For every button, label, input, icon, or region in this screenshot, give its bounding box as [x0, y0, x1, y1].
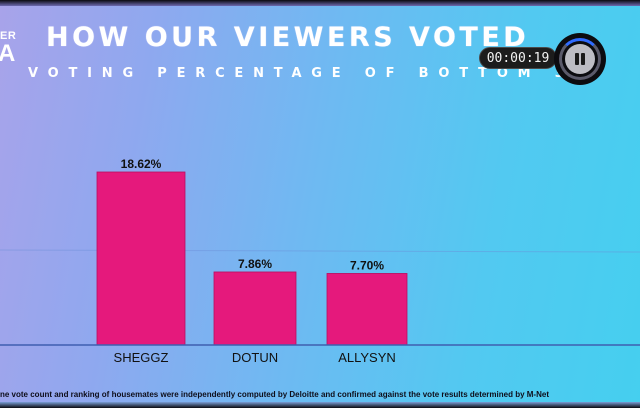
show-logo-main: A: [0, 40, 16, 67]
pause-button[interactable]: [554, 33, 606, 85]
bar-allysyn: [326, 273, 408, 346]
category-label-dotun: DOTUN: [232, 350, 278, 365]
progress-ring: [559, 38, 601, 80]
show-logo-top: ER: [0, 30, 17, 42]
pause-icon-bar-left: [575, 53, 579, 65]
category-label-sheggz: SHEGGZ: [114, 350, 169, 365]
screen-bezel-bottom: [0, 402, 640, 408]
bars-layer: 18.62% 7.86% 7.70%: [0, 157, 640, 346]
data-label-allysyn: 7.70%: [350, 258, 384, 272]
bar-dotun: [213, 271, 297, 346]
pause-icon: [565, 44, 595, 74]
chart-title: HOW OUR VIEWERS VOTED: [46, 22, 530, 53]
background-gridline: [0, 249, 640, 253]
show-logo: ER A: [0, 30, 18, 74]
bar-sheggz: [96, 171, 186, 346]
data-label-sheggz: 18.62%: [121, 157, 162, 171]
footnote: ne vote count and ranking of housemates …: [0, 390, 549, 399]
screen-bezel-top: [0, 0, 640, 6]
data-label-dotun: 7.86%: [238, 257, 272, 271]
chart-subtitle: VOTING PERCENTAGE OF BOTTOM 3: [28, 66, 574, 81]
pause-icon-bar-right: [581, 53, 585, 65]
category-label-allysyn: ALLYSYN: [338, 350, 396, 365]
elapsed-timer: 00:00:19: [479, 47, 557, 69]
